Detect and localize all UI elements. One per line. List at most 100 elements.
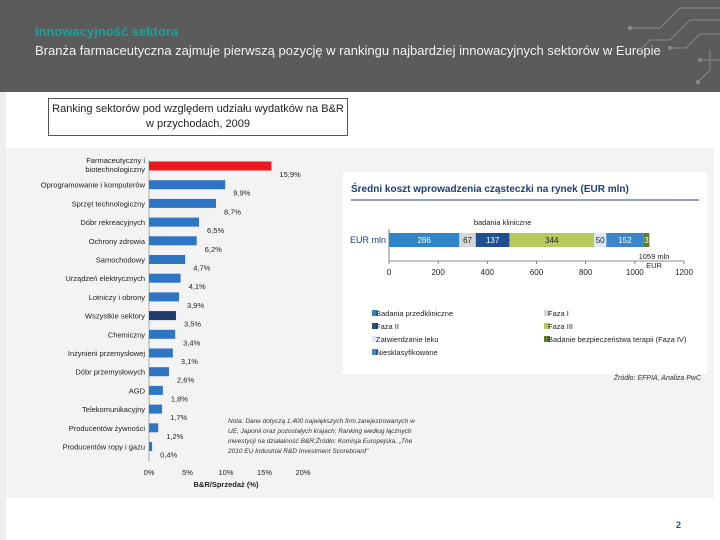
stacked-segment bbox=[594, 233, 607, 247]
bar bbox=[149, 367, 170, 377]
legend-label: Niesklasyfikowane bbox=[376, 348, 438, 357]
stacked-segment bbox=[389, 233, 460, 247]
category-label: Producentów ropy i gazu bbox=[62, 443, 145, 452]
bar bbox=[149, 161, 272, 171]
bar-value-label: 4,1% bbox=[189, 282, 206, 291]
slide-header: Innowacyjność sektora Branża farmaceutyc… bbox=[0, 0, 720, 92]
legend-label: Faza II bbox=[376, 322, 399, 331]
category-label: Chemiczny bbox=[108, 330, 145, 339]
segment-value-label: 3 bbox=[644, 236, 649, 245]
x-tick-label: 15% bbox=[257, 468, 272, 477]
segment-value-label: 67 bbox=[463, 236, 472, 245]
bar bbox=[149, 198, 216, 208]
bar bbox=[149, 180, 226, 190]
bar bbox=[149, 236, 197, 246]
note-line: inwestycji na działalność B&R;Źródło: Ko… bbox=[228, 436, 413, 445]
cost-x-tick-label: 1200 bbox=[675, 268, 693, 277]
category-label: Sprzęt technologiczny bbox=[72, 199, 146, 208]
x-axis-label: B&R/Sprzedaż (%) bbox=[193, 480, 259, 489]
cost-x-tick-label: 0 bbox=[387, 268, 392, 277]
bar-value-label: 6,5% bbox=[207, 226, 224, 235]
cost-chart-box bbox=[343, 172, 707, 374]
bar-value-label: 9,9% bbox=[233, 189, 250, 198]
bar bbox=[149, 329, 176, 339]
bar-value-label: 1,7% bbox=[170, 413, 187, 422]
cost-x-tick-label: 800 bbox=[579, 268, 593, 277]
bar bbox=[149, 423, 159, 433]
slide-subtitle: Branża farmaceutyczna zajmuje pierwszą p… bbox=[35, 43, 661, 58]
stacked-segment bbox=[643, 233, 650, 247]
bar-value-label: 2,6% bbox=[177, 376, 194, 385]
bar bbox=[149, 442, 153, 451]
segment-value-label: 50 bbox=[596, 236, 605, 245]
segment-value-label: 137 bbox=[486, 236, 500, 245]
stacked-segment bbox=[606, 233, 644, 247]
note-line: UE, Japonii oraz pozostałych krajach; Ra… bbox=[228, 428, 412, 435]
source-text: Źródło: EFPIA, Analiza PwC bbox=[613, 373, 702, 382]
legend-swatch bbox=[372, 310, 378, 316]
category-label: Inżynierii przemysłowej bbox=[68, 349, 145, 358]
x-tick-label: 20% bbox=[295, 468, 310, 477]
molecule-cost-chart: Średni koszt wprowadzenia cząsteczki na … bbox=[227, 172, 707, 455]
ranking-caption: Ranking sektorów pod względem udziału wy… bbox=[48, 98, 348, 136]
slide-title: Innowacyjność sektora bbox=[35, 24, 179, 39]
segment-value-label: 152 bbox=[618, 236, 632, 245]
category-label: Urządzeń elektrycznych bbox=[65, 274, 145, 283]
bar bbox=[149, 217, 200, 227]
row-label: EUR mln bbox=[350, 235, 386, 245]
bar bbox=[149, 404, 163, 414]
bar bbox=[149, 385, 163, 395]
bar-value-label: 3,5% bbox=[184, 320, 201, 329]
note-line: 2010 EU Industrial R&D Investment Scoreb… bbox=[227, 448, 369, 455]
legend-swatch bbox=[544, 310, 550, 316]
bar-value-label: 15,9% bbox=[279, 170, 301, 179]
category-label: Producentów żywności bbox=[69, 424, 146, 433]
category-label: Telekomunikacyjny bbox=[82, 405, 145, 414]
x-tick-label: 0% bbox=[144, 468, 155, 477]
stacked-segment bbox=[475, 233, 510, 247]
category-label: Dóbr przemysłowych bbox=[75, 368, 145, 377]
category-label: Dóbr rekreacyjnych bbox=[80, 218, 145, 227]
x-tick-label: 5% bbox=[182, 468, 193, 477]
legend-label: Faza III bbox=[548, 322, 573, 331]
bar-value-label: 4,7% bbox=[193, 264, 210, 273]
decorative-lines-icon bbox=[628, 7, 720, 84]
page-number: 2 bbox=[676, 520, 682, 530]
category-label: AGD bbox=[129, 386, 146, 395]
legend-label: Faza I bbox=[548, 309, 569, 318]
cost-x-tick-label: 200 bbox=[431, 268, 445, 277]
category-label: Ochrony zdrowia bbox=[89, 237, 146, 246]
legend-label: Badania przedkliniczne bbox=[376, 309, 453, 318]
category-label: Wszystkie sektory bbox=[85, 312, 145, 321]
bar bbox=[149, 311, 176, 321]
cost-chart-title: Średni koszt wprowadzenia cząsteczki na … bbox=[351, 182, 629, 195]
legend-swatch bbox=[372, 336, 378, 342]
x-tick-label: 10% bbox=[218, 468, 233, 477]
category-label: Samochodowy bbox=[96, 256, 145, 265]
stacked-segment bbox=[509, 233, 595, 247]
bar-value-label: 8,7% bbox=[224, 207, 241, 216]
bar-value-label: 0,4% bbox=[160, 451, 177, 460]
total-label: EUR bbox=[646, 261, 662, 270]
chart-panel: Farmaceutyczny i biotechnologiczny 15,9% Op… bbox=[6, 148, 714, 498]
category-label: Oprogramowanie i komputerów bbox=[41, 181, 146, 190]
stacked-segment bbox=[459, 233, 476, 247]
legend-swatch bbox=[544, 323, 550, 329]
category-label: Lotniczy i obrony bbox=[89, 293, 146, 302]
bar-value-label: 3,1% bbox=[181, 357, 198, 366]
segment-value-label: 286 bbox=[417, 236, 431, 245]
bar-value-label: 1,8% bbox=[171, 394, 188, 403]
legend-swatch bbox=[372, 349, 378, 355]
note-line: Nota: Dane dotyczą 1,400 największych fi… bbox=[228, 418, 416, 425]
segment-value-label: 344 bbox=[545, 236, 559, 245]
legend-swatch bbox=[544, 336, 550, 342]
bar-value-label: 3,9% bbox=[187, 301, 204, 310]
annotation-label: badania kliniczne bbox=[474, 218, 532, 227]
bar-value-label: 3,4% bbox=[183, 338, 200, 347]
cost-x-tick-label: 1000 bbox=[626, 268, 644, 277]
category-label: biotechnologiczny bbox=[85, 165, 145, 174]
bar bbox=[149, 348, 173, 358]
bar bbox=[149, 292, 180, 302]
